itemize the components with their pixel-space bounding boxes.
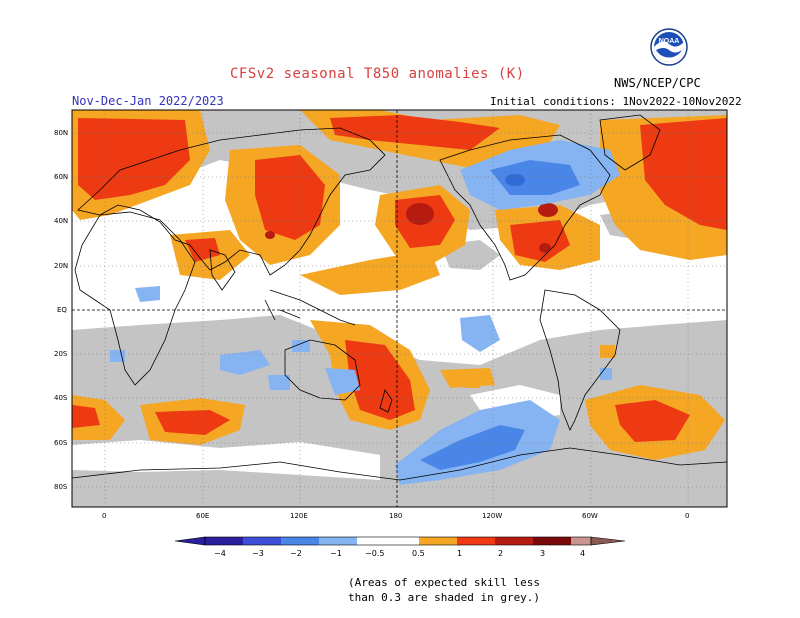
anomaly-shading <box>72 110 727 507</box>
lat-label: EQ <box>57 306 67 314</box>
colorbar-swatch <box>571 537 591 545</box>
colorbar-swatch <box>357 537 419 545</box>
lat-label: 60N <box>54 173 68 181</box>
map-frame <box>71 109 728 508</box>
lat-label: 20N <box>54 262 68 270</box>
colorbar-label: −2 <box>290 549 302 558</box>
coastline-africa <box>74 211 196 386</box>
colorbar-label: 2 <box>498 549 503 558</box>
initial-conditions-label: Initial conditions: 1Nov2022-10Nov2022 <box>490 95 742 108</box>
cold-anomaly-dark-blue <box>505 174 525 186</box>
organization-label: NWS/NCEP/CPC <box>614 76 701 90</box>
map-title: CFSv2 seasonal T850 anomalies (K) <box>230 66 525 82</box>
colorbar-label: 3 <box>540 549 545 558</box>
lon-label: 60W <box>582 512 598 520</box>
longitude-labels: 0 60E 120E 180 120W 60W 0 <box>102 512 689 520</box>
lat-label: 80S <box>54 483 68 491</box>
colorbar: −4 −3 −2 −1 −0.5 0.5 1 2 3 4 <box>174 536 626 558</box>
lon-label: 60E <box>196 512 209 520</box>
colorbar-swatch <box>205 537 243 545</box>
lon-label: 120E <box>290 512 308 520</box>
lat-label: 20S <box>54 350 68 358</box>
skill-note-line-2: than 0.3 are shaded in grey.) <box>348 591 541 604</box>
colorbar-swatch <box>533 537 571 545</box>
colorbar-swatch <box>495 537 533 545</box>
colorbar-label: 0.5 <box>412 549 425 558</box>
noaa-logo: NOAA <box>650 28 688 66</box>
colorbar-label: −1 <box>330 549 342 558</box>
lon-label: 0 <box>102 512 106 520</box>
coastline-north-america <box>439 134 611 281</box>
colorbar-swatch <box>319 537 357 545</box>
lat-label: 40S <box>54 394 68 402</box>
lat-label: 40N <box>54 217 68 225</box>
coastline-greenland <box>599 114 661 171</box>
coastline-australia <box>284 339 361 401</box>
warm-anomaly-dark-red <box>265 203 558 253</box>
season-label: Nov-Dec-Jan 2022/2023 <box>72 94 224 108</box>
lat-label: 80N <box>54 129 68 137</box>
lat-label: 60S <box>54 439 68 447</box>
colorbar-right-arrow <box>591 537 625 545</box>
skill-note-line-1: (Areas of expected skill less <box>348 576 541 589</box>
cold-anomaly-blue <box>420 160 580 470</box>
latitude-labels: 80N 60N 40N 20N EQ 20S 40S 60S 80S <box>54 129 68 491</box>
colorbar-label: −3 <box>252 549 264 558</box>
colorbar-label: −0.5 <box>365 549 384 558</box>
colorbar-label: −4 <box>214 549 226 558</box>
coastline-eurasia <box>77 127 386 276</box>
lon-label: 120W <box>482 512 502 520</box>
lon-label: 0 <box>685 512 689 520</box>
colorbar-swatch <box>281 537 319 545</box>
coastline-india <box>209 249 236 291</box>
colorbar-label: 4 <box>580 549 585 558</box>
colorbar-swatch <box>419 537 457 545</box>
svg-text:NOAA: NOAA <box>659 38 680 45</box>
coastline-antarctica <box>72 447 727 481</box>
lon-label: 180 <box>389 512 402 520</box>
colorbar-label: 1 <box>457 549 462 558</box>
colorbar-swatch <box>243 537 281 545</box>
coastline-south-america <box>539 289 621 431</box>
colorbar-left-arrow <box>175 537 205 545</box>
colorbar-swatch <box>457 537 495 545</box>
coastline-new-zealand <box>379 389 393 413</box>
